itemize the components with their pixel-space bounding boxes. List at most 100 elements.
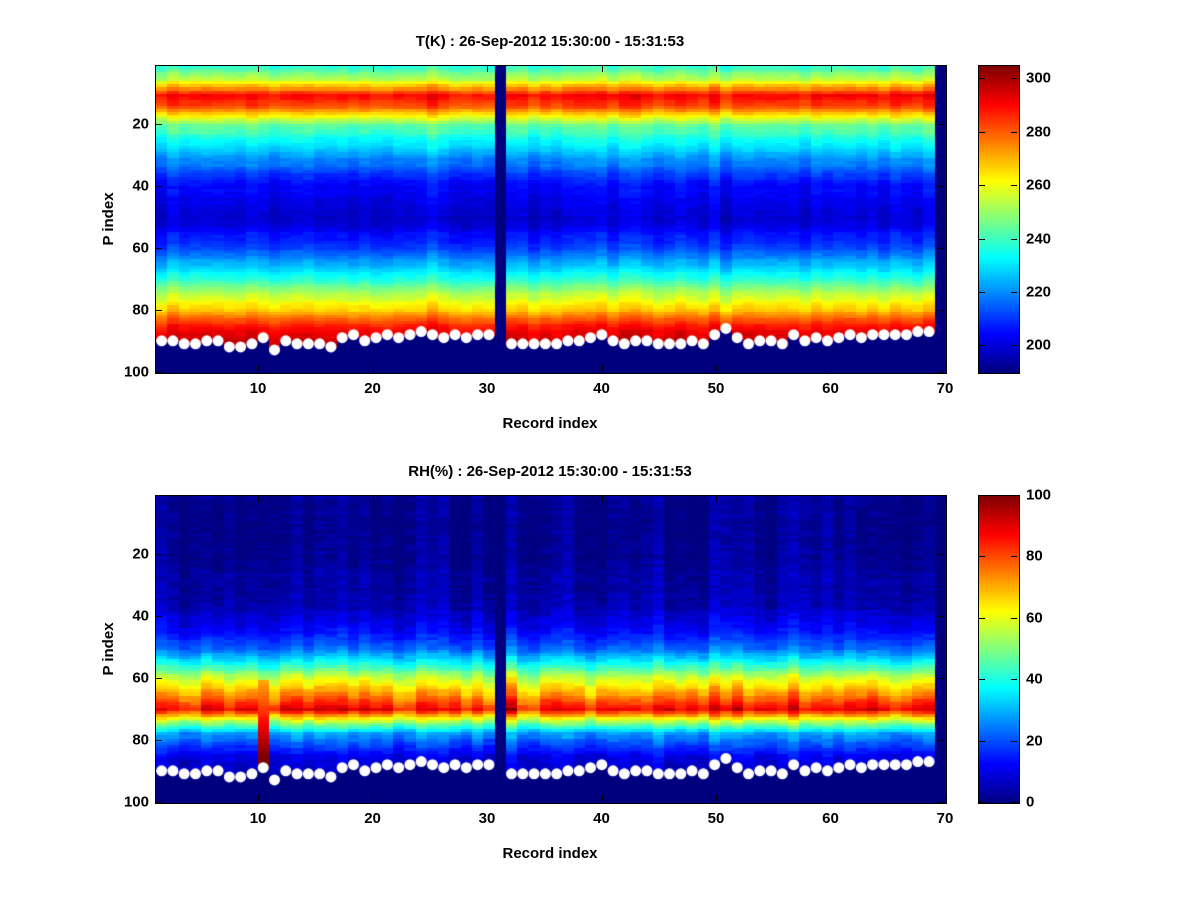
colorbar-tick-100 bbox=[979, 495, 985, 496]
y-tick-label-80: 80 bbox=[132, 301, 149, 319]
y-tick-right-60 bbox=[938, 677, 944, 679]
x-tick-label-30: 30 bbox=[478, 380, 496, 397]
colorbar-tick-label-260: 260 bbox=[1026, 176, 1052, 194]
humidity-plot-title: RH(%) : 26-Sep-2012 15:30:00 - 15:31:53 bbox=[408, 463, 692, 480]
y-tick-left-60 bbox=[156, 247, 162, 249]
colorbar-tick-220 bbox=[1011, 291, 1017, 293]
x-tick-bottom-30 bbox=[487, 365, 489, 371]
y-tick-right-100 bbox=[938, 372, 944, 373]
colorbar-tick-label-100: 100 bbox=[1026, 486, 1052, 504]
colorbar-tick-label-80: 80 bbox=[1026, 547, 1043, 565]
colorbar-tick-20 bbox=[1011, 740, 1017, 742]
y-tick-label-60: 60 bbox=[132, 669, 149, 687]
y-tick-label-60: 60 bbox=[132, 239, 149, 257]
x-tick-top-40 bbox=[601, 66, 603, 72]
colorbar-tick-label-60: 60 bbox=[1026, 609, 1043, 627]
colorbar-tick-label-200: 200 bbox=[1026, 336, 1052, 354]
colorbar-tick-240 bbox=[979, 238, 985, 240]
y-tick-left-20 bbox=[156, 123, 162, 125]
x-tick-bottom-60 bbox=[830, 365, 832, 371]
y-tick-left-40 bbox=[156, 615, 162, 617]
y-tick-right-40 bbox=[938, 185, 944, 187]
y-tick-right-100 bbox=[938, 802, 944, 803]
x-tick-top-70 bbox=[945, 66, 946, 72]
y-tick-right-60 bbox=[938, 247, 944, 249]
colorbar-tick-label-40: 40 bbox=[1026, 670, 1043, 688]
humidity-xaxis-label: Record index bbox=[502, 845, 598, 862]
temperature-colorbar[interactable] bbox=[978, 65, 1020, 374]
colorbar-tick-40 bbox=[979, 679, 985, 681]
y-tick-left-100 bbox=[156, 802, 162, 803]
x-tick-top-20 bbox=[372, 496, 374, 502]
x-tick-bottom-60 bbox=[830, 795, 832, 801]
x-tick-bottom-20 bbox=[372, 795, 374, 801]
colorbar-tick-label-240: 240 bbox=[1026, 230, 1052, 248]
y-tick-label-40: 40 bbox=[132, 177, 149, 195]
x-tick-top-30 bbox=[487, 496, 489, 502]
x-tick-bottom-70 bbox=[945, 365, 946, 371]
y-tick-label-100: 100 bbox=[123, 363, 149, 381]
humidity-heatmap-axes[interactable] bbox=[155, 495, 947, 804]
x-tick-label-20: 20 bbox=[364, 380, 381, 397]
colorbar-tick-300 bbox=[979, 78, 985, 80]
temperature-heatmap-canvas bbox=[156, 66, 946, 373]
y-tick-right-80 bbox=[938, 309, 944, 311]
y-tick-left-80 bbox=[156, 739, 162, 741]
colorbar-tick-300 bbox=[1011, 78, 1017, 80]
colorbar-tick-0 bbox=[1011, 802, 1017, 803]
x-tick-top-60 bbox=[830, 496, 832, 502]
colorbar-tick-100 bbox=[1011, 495, 1017, 496]
x-tick-top-10 bbox=[258, 66, 260, 72]
colorbar-tick-40 bbox=[1011, 679, 1017, 681]
x-tick-bottom-10 bbox=[258, 365, 260, 371]
x-tick-top-60 bbox=[830, 66, 832, 72]
y-tick-right-80 bbox=[938, 739, 944, 741]
y-tick-left-100 bbox=[156, 372, 162, 373]
colorbar-tick-60 bbox=[1011, 617, 1017, 619]
humidity-heatmap-canvas bbox=[156, 496, 946, 803]
humidity-colorbar[interactable] bbox=[978, 495, 1020, 804]
colorbar-tick-280 bbox=[979, 131, 985, 133]
x-tick-top-10 bbox=[258, 496, 260, 502]
y-tick-left-80 bbox=[156, 309, 162, 311]
colorbar-tick-20 bbox=[979, 740, 985, 742]
x-tick-top-40 bbox=[601, 496, 603, 502]
temperature-heatmap-axes[interactable] bbox=[155, 65, 947, 374]
temperature-yaxis-label: P index bbox=[100, 192, 117, 246]
colorbar-tick-60 bbox=[979, 617, 985, 619]
y-tick-label-40: 40 bbox=[132, 607, 149, 625]
x-tick-bottom-30 bbox=[487, 795, 489, 801]
y-tick-label-20: 20 bbox=[132, 115, 149, 133]
colorbar-tick-80 bbox=[1011, 556, 1017, 558]
x-tick-label-40: 40 bbox=[593, 810, 610, 827]
colorbar-tick-280 bbox=[1011, 131, 1017, 133]
colorbar-tick-label-0: 0 bbox=[1026, 793, 1035, 811]
colorbar-tick-80 bbox=[979, 556, 985, 558]
y-tick-left-20 bbox=[156, 553, 162, 555]
x-tick-top-70 bbox=[945, 496, 946, 502]
y-tick-right-40 bbox=[938, 615, 944, 617]
x-tick-top-50 bbox=[716, 66, 717, 72]
temperature-plot-title: T(K) : 26-Sep-2012 15:30:00 - 15:31:53 bbox=[415, 33, 685, 50]
y-tick-label-80: 80 bbox=[132, 731, 149, 749]
x-tick-label-30: 30 bbox=[478, 810, 496, 827]
x-tick-top-50 bbox=[716, 496, 717, 502]
colorbar-tick-200 bbox=[979, 345, 985, 347]
temperature-xaxis-label: Record index bbox=[502, 415, 598, 432]
x-tick-label-50: 50 bbox=[707, 380, 725, 397]
x-tick-label-70: 70 bbox=[936, 380, 954, 397]
x-tick-bottom-20 bbox=[372, 365, 374, 371]
colorbar-tick-label-220: 220 bbox=[1026, 283, 1052, 301]
x-tick-label-50: 50 bbox=[707, 810, 725, 827]
y-tick-left-60 bbox=[156, 677, 162, 679]
x-tick-bottom-50 bbox=[716, 365, 717, 371]
x-tick-label-10: 10 bbox=[249, 810, 267, 827]
y-tick-label-100: 100 bbox=[123, 793, 149, 811]
x-tick-label-10: 10 bbox=[249, 380, 267, 397]
y-tick-label-20: 20 bbox=[132, 545, 149, 563]
x-tick-bottom-40 bbox=[601, 795, 603, 801]
x-tick-bottom-10 bbox=[258, 795, 260, 801]
colorbar-tick-220 bbox=[979, 291, 985, 293]
x-tick-label-60: 60 bbox=[822, 380, 839, 397]
